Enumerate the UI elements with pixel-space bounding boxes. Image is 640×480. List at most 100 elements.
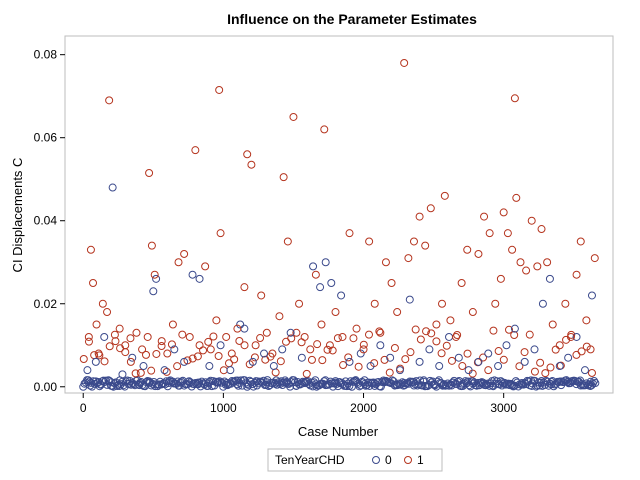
data-point-series-0 <box>386 353 395 362</box>
legend-frame <box>267 448 443 472</box>
data-point-series-1 <box>150 270 159 279</box>
data-point-series-1 <box>453 331 462 340</box>
data-point-series-1 <box>275 312 284 321</box>
data-point-series-1 <box>283 237 292 246</box>
data-point-series-0 <box>135 381 144 390</box>
data-point-series-0 <box>174 381 183 390</box>
x-tick-label: 1000 <box>210 401 237 415</box>
data-point-series-1 <box>527 216 536 225</box>
data-point-series-1 <box>143 332 152 341</box>
data-point-series-1 <box>84 332 93 341</box>
data-point-series-1 <box>390 343 399 352</box>
data-point-series-1 <box>100 357 109 366</box>
data-point-series-1 <box>174 258 183 267</box>
data-point-series-0 <box>360 379 369 388</box>
data-point-series-0 <box>292 381 301 390</box>
data-point-series-1 <box>240 341 249 350</box>
data-point-series-1 <box>530 367 539 376</box>
data-point-series-0 <box>297 353 306 362</box>
data-point-series-0 <box>278 345 287 354</box>
data-point-series-1 <box>543 258 552 267</box>
data-point-series-1 <box>306 345 315 354</box>
data-point-series-0 <box>233 376 242 385</box>
data-point-series-1 <box>582 316 591 325</box>
data-point-series-0 <box>180 357 189 366</box>
data-point-series-1 <box>89 278 98 287</box>
data-point-series-0 <box>321 258 330 267</box>
data-point-series-0 <box>409 381 418 390</box>
data-point-series-1 <box>185 332 194 341</box>
data-point-series-0 <box>566 378 575 387</box>
data-point-series-1 <box>555 341 564 350</box>
data-point-series-0 <box>85 377 94 386</box>
data-point-series-1 <box>345 229 354 238</box>
data-point-series-1 <box>442 341 451 350</box>
data-point-series-1 <box>406 348 415 357</box>
data-point-series-0 <box>341 381 350 390</box>
data-point-series-0 <box>545 274 554 283</box>
data-point-series-1 <box>222 332 231 341</box>
y-tick-label: 0.08 <box>34 48 58 62</box>
data-point-series-1 <box>400 58 409 67</box>
data-point-series-1 <box>503 229 512 238</box>
data-point-series-1 <box>215 85 224 94</box>
data-point-series-1 <box>510 330 519 339</box>
data-point-series-1 <box>311 270 320 279</box>
data-point-series-0 <box>415 357 424 366</box>
data-point-series-1 <box>162 367 171 376</box>
data-point-series-0 <box>236 320 245 329</box>
data-point-series-0 <box>425 345 434 354</box>
data-point-series-0 <box>449 378 458 387</box>
data-point-series-1 <box>468 308 477 317</box>
data-point-series-0 <box>527 381 536 390</box>
data-point-series-1 <box>243 150 252 159</box>
data-point-series-1 <box>364 330 373 339</box>
data-point-series-1 <box>250 353 259 362</box>
data-point-series-1 <box>126 357 135 366</box>
data-point-series-1 <box>262 328 271 337</box>
data-point-series-1 <box>432 337 441 346</box>
y-tick-label: 0.00 <box>34 380 58 394</box>
data-point-series-1 <box>381 258 390 267</box>
data-point-series-1 <box>268 349 277 358</box>
data-point-series-0 <box>366 362 375 371</box>
data-point-series-1 <box>359 340 368 349</box>
data-point-series-1 <box>561 299 570 308</box>
data-point-series-1 <box>427 329 436 338</box>
data-point-series-1 <box>84 337 93 346</box>
data-point-series-0 <box>454 353 463 362</box>
legend-marker-0 <box>372 456 380 464</box>
data-point-series-0 <box>195 274 204 283</box>
data-point-series-0 <box>442 381 451 390</box>
x-axis-label: Case Number <box>298 424 379 439</box>
data-point-series-1 <box>541 369 550 378</box>
data-point-series-1 <box>214 352 223 360</box>
y-axis: 0.00 0.02 0.04 0.06 0.08 <box>34 48 65 394</box>
data-point-series-0 <box>351 376 360 385</box>
data-point-series-1 <box>318 356 327 365</box>
data-point-series-1 <box>458 362 467 371</box>
data-point-series-0 <box>506 379 515 388</box>
data-point-series-1 <box>440 191 449 200</box>
data-point-series-1 <box>577 347 586 356</box>
y-tick-label: 0.02 <box>34 297 58 311</box>
data-point-series-0 <box>272 380 281 389</box>
data-point-series-1 <box>339 361 348 370</box>
data-point-series-0 <box>468 377 477 386</box>
data-point-series-1 <box>331 308 340 317</box>
legend-title: TenYearCHD <box>275 453 345 467</box>
data-point-series-0 <box>484 349 493 358</box>
data-point-series-0 <box>302 377 311 386</box>
data-point-series-1 <box>385 368 394 377</box>
data-point-series-1 <box>590 254 599 263</box>
data-point-series-1 <box>484 366 493 375</box>
data-point-series-1 <box>317 320 326 329</box>
data-point-series-1 <box>409 237 418 246</box>
data-point-series-1 <box>572 270 581 279</box>
data-point-series-0 <box>494 362 503 371</box>
data-point-series-0 <box>213 378 222 387</box>
x-tick-label: 3000 <box>490 401 517 415</box>
data-point-series-1 <box>256 334 265 343</box>
data-point-series-0 <box>293 378 302 387</box>
